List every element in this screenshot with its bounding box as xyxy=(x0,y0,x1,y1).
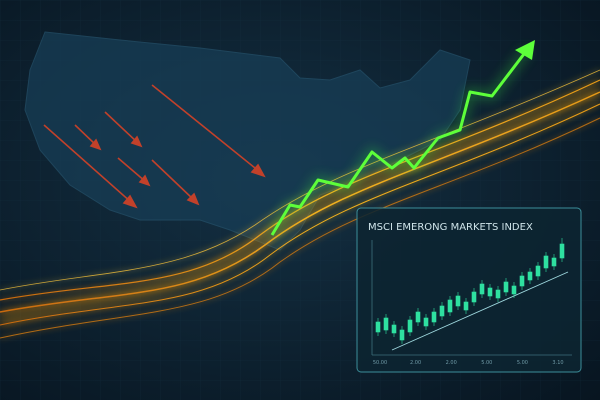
down-arrow xyxy=(151,159,195,201)
streak-haze xyxy=(0,85,600,325)
down-arrow xyxy=(151,84,261,173)
red-arrows xyxy=(43,84,266,209)
streak xyxy=(0,91,600,313)
panel-title: MSCI EMERONG MARKETS INDEX xyxy=(368,222,533,233)
x-tick-label: 2.00 xyxy=(446,360,457,366)
streak xyxy=(0,79,600,301)
arrow-head xyxy=(130,135,143,148)
arrow-head xyxy=(138,174,151,187)
inset-panel: MSCI EMERONG MARKETS INDEX xyxy=(356,207,582,373)
x-tick-label: 5.00 xyxy=(481,360,492,366)
down-arrow xyxy=(104,111,139,144)
gold-streaks xyxy=(0,69,600,339)
streak xyxy=(0,117,600,339)
arrow-head xyxy=(89,138,102,151)
arrow-head xyxy=(122,194,138,209)
trend-line xyxy=(391,271,569,351)
streak xyxy=(0,69,600,291)
panel-frame xyxy=(356,207,582,373)
x-tick-label: 2.00 xyxy=(410,360,421,366)
x-tick-label: 50.00 xyxy=(373,360,387,366)
arrow-head xyxy=(186,192,200,206)
green-arrow xyxy=(268,40,535,237)
streak xyxy=(0,103,600,326)
arrow-line xyxy=(270,49,529,236)
x-tick-label: 3.10 xyxy=(552,360,563,366)
arrow-head xyxy=(515,40,535,60)
x-tick-label: 5.00 xyxy=(517,360,528,366)
map-silhouette xyxy=(24,31,471,251)
x-tick-labels: 50.00 2.00 2.00 5.00 5.00 3.10 xyxy=(373,360,564,366)
down-arrow xyxy=(117,157,147,183)
arrow-head xyxy=(250,163,266,178)
candlesticks xyxy=(375,238,565,344)
down-arrow xyxy=(43,124,133,204)
